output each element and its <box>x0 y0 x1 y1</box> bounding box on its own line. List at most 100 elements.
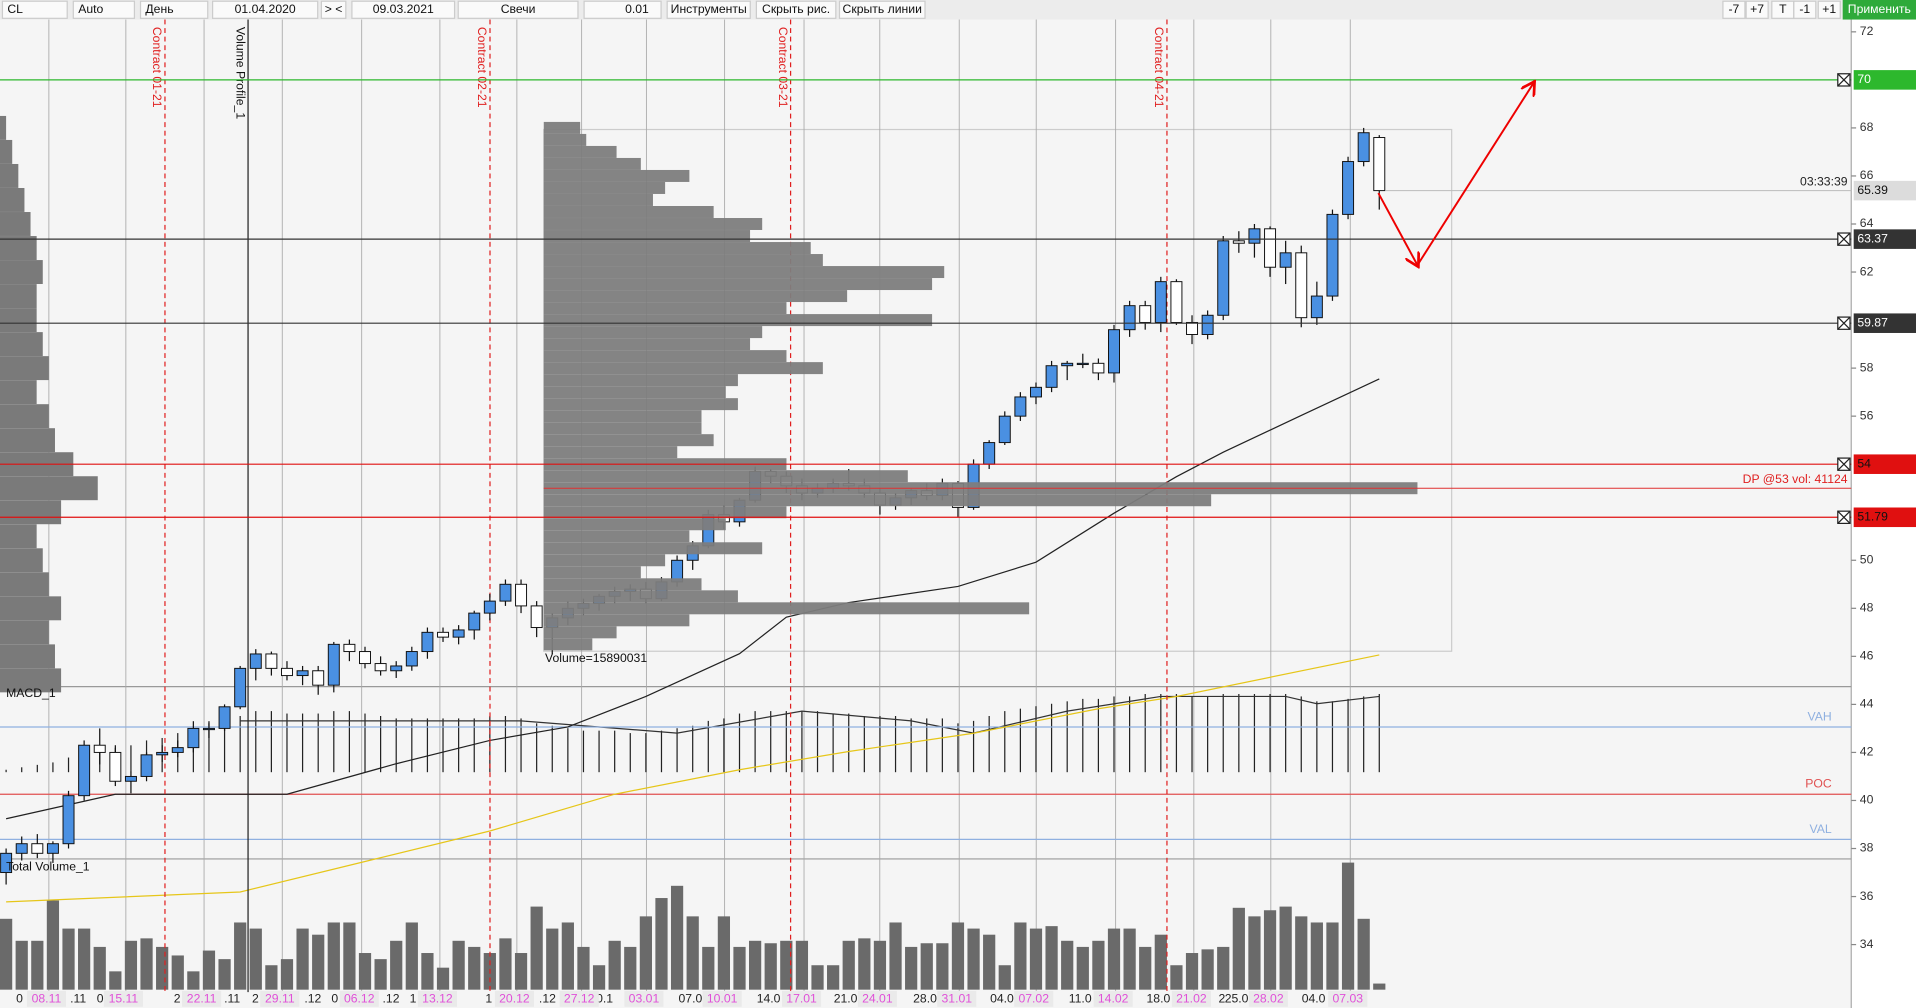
volume-bar <box>795 940 809 990</box>
week-date-label: 03.01 <box>629 992 660 1006</box>
volume-bar <box>1201 949 1214 990</box>
left-profile-row <box>0 380 37 405</box>
volume-bar <box>109 971 122 990</box>
toolbar-text[interactable]: CL <box>7 2 23 16</box>
left-profile-row <box>0 500 62 525</box>
toolbar-control[interactable] <box>212 0 319 19</box>
candle-body <box>1326 213 1339 297</box>
candle-body <box>265 653 278 669</box>
left-profile-row <box>0 188 25 212</box>
volume-bar <box>468 946 481 990</box>
week-date-label: 20.12 <box>499 992 530 1006</box>
week-date-label: 07.03 <box>1333 992 1364 1006</box>
toolbar-button-label[interactable]: +1 <box>1822 2 1836 16</box>
candle-body <box>1373 137 1386 192</box>
apply-button[interactable] <box>1842 0 1916 20</box>
toolbar-control[interactable] <box>838 0 926 19</box>
toolbar-control[interactable] <box>457 0 579 19</box>
toolbar-control[interactable] <box>666 0 751 19</box>
candle-body <box>124 775 137 782</box>
week-date-label: 08.11 <box>32 992 62 1006</box>
volume-bar <box>405 922 418 990</box>
toolbar-text[interactable]: 09.03.2021 <box>373 2 434 16</box>
toolbar-control[interactable] <box>72 0 136 19</box>
volume-bar <box>530 906 543 990</box>
volume-bar <box>1341 862 1355 990</box>
toolbar-text[interactable]: 0.01 <box>625 2 649 16</box>
profile-row <box>543 518 726 531</box>
profile-row <box>543 121 581 134</box>
candle-body <box>1076 362 1089 366</box>
toolbar-control[interactable] <box>755 0 837 19</box>
y-tick-label: 38 <box>1860 841 1874 855</box>
level-close-x <box>1837 510 1851 524</box>
toolbar-button-label[interactable]: -1 <box>1799 2 1810 16</box>
toolbar-button-label[interactable]: +7 <box>1750 2 1764 16</box>
date-label: 1 <box>485 992 492 1006</box>
profile-row <box>543 181 666 194</box>
y-tick-label: 40 <box>1860 793 1874 807</box>
profile-row <box>543 218 763 230</box>
level-close-x <box>1837 316 1851 330</box>
toolbar-text[interactable]: > < <box>325 2 343 16</box>
candle-body <box>1295 252 1308 319</box>
profile-row <box>543 374 738 387</box>
toolbar-control[interactable] <box>583 0 662 19</box>
volume-bar <box>670 885 684 990</box>
candle-body <box>296 670 309 677</box>
contract-label: Contract 03-21 <box>776 27 790 108</box>
volume-bar <box>93 946 106 990</box>
toolbar-control[interactable] <box>139 0 209 19</box>
left-profile-row <box>0 404 49 429</box>
volume-bar <box>1092 940 1105 990</box>
candle-body <box>483 600 496 614</box>
y-tick-label: 48 <box>1860 601 1874 615</box>
contract-label: Contract 04-21 <box>1152 27 1166 108</box>
toolbar-control[interactable] <box>1 0 68 19</box>
candle-body <box>1248 228 1261 244</box>
date-label: 1 <box>410 992 417 1006</box>
apply-button-label[interactable]: Применить <box>1848 2 1911 16</box>
date-label: .12 <box>304 992 321 1006</box>
candle-body <box>1139 305 1152 323</box>
left-profile-row <box>0 668 62 693</box>
toolbar-control[interactable] <box>320 0 347 19</box>
volume-bar <box>967 928 980 990</box>
left-profile-row <box>0 284 37 309</box>
volume-bar <box>951 922 965 990</box>
volume-bar <box>1232 907 1245 990</box>
profile-row <box>543 554 666 567</box>
volume-bar <box>421 953 434 990</box>
toolbar-button[interactable] <box>1817 0 1841 19</box>
toolbar-text[interactable]: 01.04.2020 <box>235 2 296 16</box>
toolbar-text[interactable]: Скрыть рис. <box>762 2 830 16</box>
volume-bar <box>1139 946 1152 990</box>
toolbar-text[interactable]: День <box>145 2 173 16</box>
left-profile-row <box>0 332 43 357</box>
volume-bar <box>78 928 91 990</box>
toolbar-button[interactable] <box>1722 0 1746 19</box>
profile-row <box>543 242 811 255</box>
candle-body <box>343 643 356 653</box>
toolbar-text[interactable]: Auto <box>78 2 103 16</box>
left-profile-row <box>0 428 55 453</box>
date-label: .12 <box>539 992 556 1006</box>
candle-body <box>374 663 387 672</box>
toolbar-button-label[interactable]: T <box>1779 2 1787 16</box>
volume-bar <box>265 965 278 990</box>
toolbar-button[interactable] <box>1745 0 1769 19</box>
profile-row <box>543 638 593 651</box>
date-label: 14.0 <box>757 992 781 1006</box>
toolbar-text[interactable]: Свечи <box>501 2 536 16</box>
profile-row <box>543 350 787 363</box>
profile-row <box>543 362 823 375</box>
toolbar-control[interactable] <box>351 0 456 19</box>
candle-body <box>530 605 543 629</box>
volume-bar <box>436 967 450 990</box>
toolbar-text[interactable]: Инструменты <box>671 2 747 16</box>
toolbar-button-label[interactable]: -7 <box>1729 2 1740 16</box>
date-label-box <box>1248 990 1288 1007</box>
toolbar-button[interactable] <box>1793 0 1817 19</box>
left-profile-row <box>0 163 19 188</box>
toolbar-text[interactable]: Скрыть линии <box>843 2 922 16</box>
